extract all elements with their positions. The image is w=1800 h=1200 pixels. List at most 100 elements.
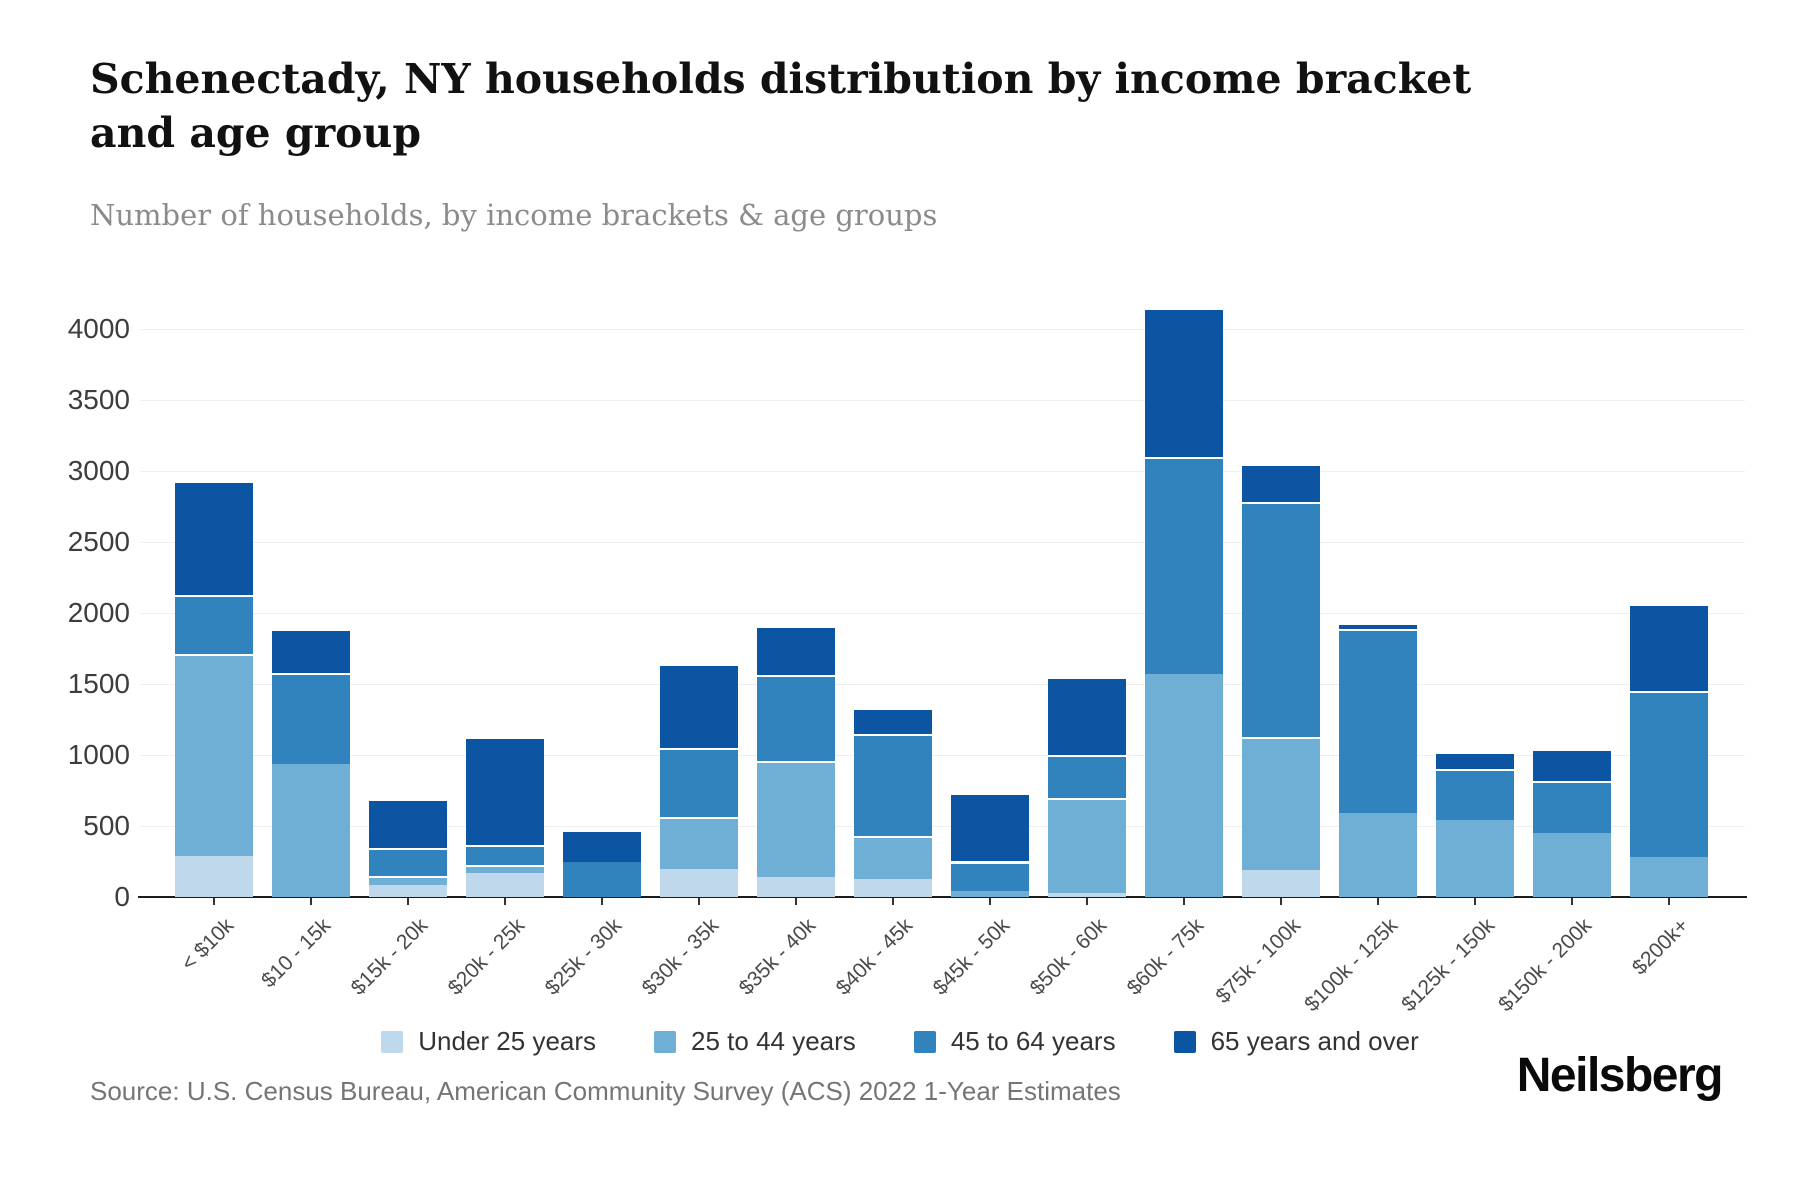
bar-segment[interactable] bbox=[272, 672, 350, 764]
x-axis-tick bbox=[407, 898, 409, 905]
bar-segment[interactable] bbox=[951, 861, 1029, 892]
bar-segment[interactable] bbox=[1145, 307, 1223, 457]
bar-segment[interactable] bbox=[1242, 463, 1320, 503]
bar-segment[interactable] bbox=[1630, 691, 1708, 857]
legend-item-45-to-64[interactable]: 45 to 64 years bbox=[913, 1026, 1116, 1057]
bar-segment[interactable] bbox=[1339, 622, 1417, 629]
bar-segment[interactable] bbox=[1533, 781, 1611, 834]
bar-segment[interactable] bbox=[1339, 628, 1417, 814]
bar-segment[interactable] bbox=[1048, 797, 1126, 893]
gridline-3500 bbox=[140, 400, 1745, 401]
bar-segment[interactable] bbox=[1436, 820, 1514, 897]
bar-segment[interactable] bbox=[660, 868, 738, 897]
bar-segment[interactable] bbox=[660, 664, 738, 748]
bar-segment[interactable] bbox=[854, 835, 932, 879]
x-axis-tick bbox=[1668, 898, 1670, 905]
page-title: Schenectady, NY households distribution … bbox=[90, 55, 1472, 158]
x-axis-category-label: $25k - 30k bbox=[540, 914, 627, 1000]
bar-segment[interactable] bbox=[1242, 502, 1320, 737]
bar-segment[interactable] bbox=[1145, 674, 1223, 897]
bar-segment[interactable] bbox=[660, 817, 738, 869]
bar-segment[interactable] bbox=[757, 625, 835, 676]
y-axis-tick-label: 3000 bbox=[67, 455, 130, 486]
bar-segment[interactable] bbox=[175, 480, 253, 595]
gridline-2000 bbox=[140, 613, 1745, 614]
bar-segment[interactable] bbox=[369, 799, 447, 848]
x-axis-tick bbox=[698, 898, 700, 905]
legend-item-25-to-44[interactable]: 25 to 44 years bbox=[654, 1026, 856, 1057]
bar-segment[interactable] bbox=[369, 848, 447, 876]
x-axis-tick bbox=[601, 898, 603, 905]
bar-segment[interactable] bbox=[757, 760, 835, 878]
legend-swatch-45-to-64 bbox=[913, 1030, 936, 1053]
bar-segment[interactable] bbox=[1145, 456, 1223, 675]
legend-label: 25 to 44 years bbox=[691, 1026, 856, 1056]
bar-segment[interactable] bbox=[757, 675, 835, 761]
bar-segment[interactable] bbox=[1436, 769, 1514, 821]
bar-segment[interactable] bbox=[272, 763, 350, 897]
x-axis-category-label: $10 - 15k bbox=[257, 914, 336, 993]
legend-label: 65 years and over bbox=[1210, 1026, 1419, 1056]
bar-segment[interactable] bbox=[1048, 892, 1126, 897]
legend-label: 45 to 64 years bbox=[950, 1026, 1116, 1056]
x-axis-category-label: $60k - 75k bbox=[1122, 914, 1209, 1000]
bar-segment[interactable] bbox=[854, 878, 932, 897]
gridline-1000 bbox=[140, 755, 1745, 756]
bar-segment[interactable] bbox=[1630, 856, 1708, 897]
x-axis-category-label: $150k - 200k bbox=[1494, 914, 1597, 1017]
bar-segment[interactable] bbox=[1533, 833, 1611, 897]
x-axis-category-label: $75k - 100k bbox=[1211, 914, 1306, 1008]
gridline-500 bbox=[140, 826, 1745, 827]
bar-segment[interactable] bbox=[951, 891, 1029, 897]
bar-segment[interactable] bbox=[1436, 752, 1514, 770]
bar-segment[interactable] bbox=[1630, 604, 1708, 692]
x-axis-tick bbox=[892, 898, 894, 905]
gridline-2500 bbox=[140, 542, 1745, 543]
x-axis-tick bbox=[795, 898, 797, 905]
bar-segment[interactable] bbox=[175, 594, 253, 655]
bar-segment[interactable] bbox=[563, 830, 641, 863]
bar-segment[interactable] bbox=[854, 708, 932, 734]
x-axis-category-label: $35k - 40k bbox=[734, 914, 821, 1000]
bar-segment[interactable] bbox=[175, 855, 253, 897]
x-axis-category-label: $200k+ bbox=[1627, 914, 1694, 980]
legend-swatch-65-and-over bbox=[1173, 1030, 1196, 1053]
legend-item-65-and-over[interactable]: 65 years and over bbox=[1173, 1026, 1419, 1057]
x-axis-category-label: $40k - 45k bbox=[831, 914, 918, 1000]
bar-segment[interactable] bbox=[1048, 755, 1126, 798]
bar-segment[interactable] bbox=[466, 737, 544, 846]
bar-segment[interactable] bbox=[369, 875, 447, 885]
y-axis-tick-label: 0 bbox=[114, 881, 130, 912]
bar-segment[interactable] bbox=[272, 628, 350, 673]
bar-segment[interactable] bbox=[854, 733, 932, 836]
legend-item-under-25[interactable]: Under 25 years bbox=[381, 1026, 596, 1057]
y-axis-tick-label: 500 bbox=[83, 810, 130, 841]
x-axis-tick bbox=[1377, 898, 1379, 905]
bar-segment[interactable] bbox=[951, 793, 1029, 862]
bar-segment[interactable] bbox=[175, 654, 253, 856]
x-axis-category-label: < $10k bbox=[176, 914, 239, 976]
x-axis-tick bbox=[504, 898, 506, 905]
bar-segment[interactable] bbox=[466, 872, 544, 897]
bar-segment[interactable] bbox=[1048, 676, 1126, 755]
bar-segment[interactable] bbox=[1242, 870, 1320, 897]
bar-segment[interactable] bbox=[660, 747, 738, 818]
bar-segment[interactable] bbox=[757, 877, 835, 897]
gridline-3000 bbox=[140, 471, 1745, 472]
bar-segment[interactable] bbox=[1242, 736, 1320, 870]
x-axis-line bbox=[138, 896, 1747, 898]
x-axis-category-label: $15k - 20k bbox=[346, 914, 433, 1000]
bar-segment[interactable] bbox=[563, 862, 641, 897]
y-axis-tick-label: 3500 bbox=[67, 384, 130, 415]
bar-segment[interactable] bbox=[369, 884, 447, 897]
x-axis-tick bbox=[213, 898, 215, 905]
bar-segment[interactable] bbox=[466, 845, 544, 866]
y-axis-tick-label: 2500 bbox=[67, 526, 130, 557]
x-axis-category-label: $45k - 50k bbox=[928, 914, 1015, 1000]
bar-segment[interactable] bbox=[466, 865, 544, 873]
bar-segment[interactable] bbox=[1533, 749, 1611, 782]
bar-segment[interactable] bbox=[1339, 813, 1417, 897]
gridline-1500 bbox=[140, 684, 1745, 685]
x-axis-tick bbox=[1183, 898, 1185, 905]
